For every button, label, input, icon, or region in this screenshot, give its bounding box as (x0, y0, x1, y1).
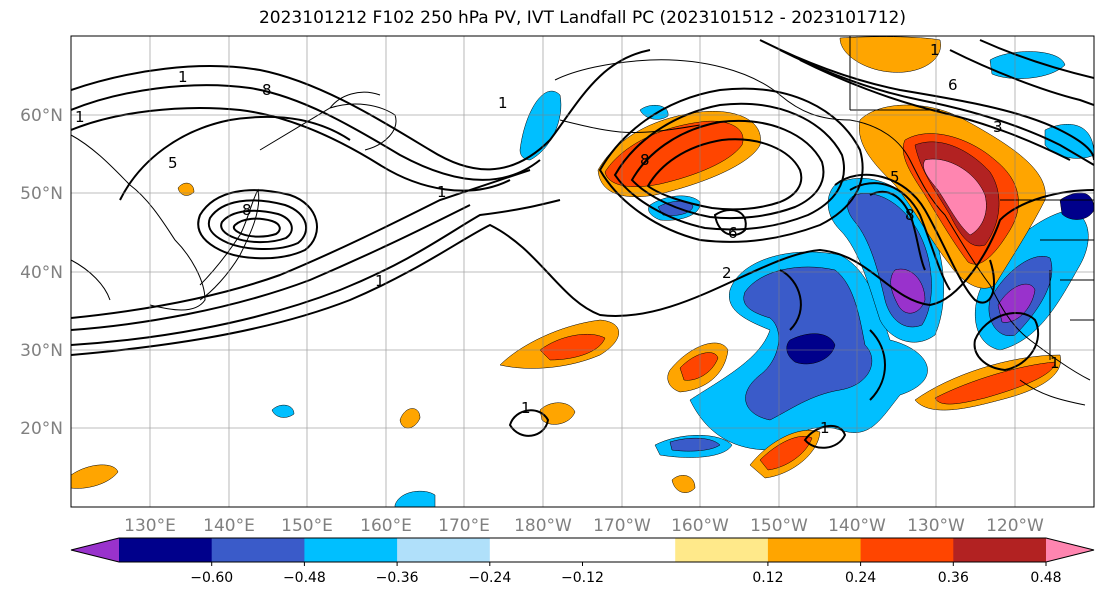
contour-north-pacific (71, 49, 651, 171)
border-us-canada (849, 36, 1094, 201)
negative-anomaly-bering (519, 90, 562, 161)
lat-label: 60°N (20, 106, 63, 126)
coastline-kamchatka (259, 91, 397, 151)
colorbar-segment (860, 538, 954, 562)
contour-label: 1 (498, 94, 508, 112)
contour-gulf-trough (598, 87, 864, 243)
map-area: 1 1 1 1 1 1 1 1 1 2 3 5 5 6 6 8 8 8 8 (71, 36, 1094, 507)
negative-anomaly-ne (1059, 192, 1094, 220)
map-frame (70, 35, 1095, 508)
lat-label: 50°N (20, 184, 63, 204)
contour-label: 6 (728, 224, 738, 242)
contour-small-2 (803, 425, 847, 449)
contour-outer (71, 189, 1094, 356)
negative-anomaly-small4 (639, 104, 669, 120)
contour-label: 5 (890, 168, 900, 186)
colorbar-extend-max (1046, 538, 1094, 562)
coastline-mexico (1019, 379, 1086, 406)
lon-label: 170°E (438, 516, 490, 536)
colorbar-tick-label: −0.12 (561, 570, 604, 586)
contour-label: 1 (1050, 354, 1060, 372)
lon-label: 170°W (593, 516, 651, 536)
contour-label: 1 (521, 399, 531, 417)
coastline-aleutians (559, 119, 701, 133)
colorbar-segment (582, 538, 676, 562)
colorbar-tick-label: −0.60 (190, 570, 233, 586)
positive-anomaly-sub6 (399, 408, 421, 429)
colorbar-tick-label: −0.36 (376, 570, 419, 586)
negative-anomaly-small2 (394, 490, 436, 507)
colorbar-segment (489, 538, 583, 562)
contour-label: 8 (242, 201, 252, 219)
colorbar-tick-label: 0.48 (1030, 570, 1061, 586)
negative-anomaly-north (989, 51, 1066, 79)
colorbar-tick-label: −0.24 (468, 570, 511, 586)
contour-label: 5 (168, 154, 178, 172)
contour-labels: 1 1 1 1 1 1 1 1 1 2 3 5 5 6 6 8 8 8 8 (75, 41, 1060, 437)
contour-cutoff-low (973, 311, 1040, 372)
positive-anomaly-top (839, 36, 941, 73)
lon-label: 160°E (360, 516, 412, 536)
colorbar-tick-label: 0.24 (845, 570, 876, 586)
contour-label: 1 (820, 419, 830, 437)
negative-anomaly-small3 (271, 404, 295, 418)
longitude-labels: 130°E 140°E 150°E 160°E 170°E 180°W 170°… (124, 516, 1044, 536)
lon-label: 120°W (986, 516, 1044, 536)
lon-label: 180°W (514, 516, 572, 536)
colorbar-segment (675, 538, 769, 562)
positive-anomaly-sub7 (671, 475, 696, 493)
lat-label: 30°N (20, 341, 63, 361)
lat-label: 40°N (20, 263, 63, 283)
colorbar: −0.60 −0.48 −0.36 −0.24 −0.12 0.12 0.24 0.36 0.4… (70, 537, 1095, 586)
contour-label: 6 (948, 76, 958, 94)
colorbar-segment (304, 538, 398, 562)
lon-label: 160°W (671, 516, 729, 536)
colorbar-segment (119, 538, 213, 562)
lon-label: 150°E (281, 516, 333, 536)
coastline-asia (71, 134, 206, 311)
contour-small-1 (508, 409, 550, 437)
lat-label: 20°N (20, 419, 63, 439)
contour-label: 8 (640, 151, 650, 169)
contour-label: 1 (437, 183, 447, 201)
gridlines (71, 36, 1094, 507)
colorbar-tick-label: 0.12 (752, 570, 783, 586)
coastline-alaska (554, 59, 1091, 381)
contour-label: 2 (722, 264, 732, 282)
lon-label: 140°E (203, 516, 255, 536)
contour-trough-coast (834, 173, 995, 304)
colorbar-segment (397, 538, 491, 562)
colorbar-segment (767, 538, 862, 562)
lon-label: 140°W (828, 516, 886, 536)
contour-label: 1 (178, 68, 188, 86)
colorbar-extend-min (71, 538, 119, 562)
contour-label: 1 (930, 41, 940, 59)
latitude-labels: 60°N 50°N 40°N 30°N 20°N (20, 106, 63, 439)
colorbar-tick-label: 0.36 (938, 570, 969, 586)
colorbar-segment (211, 538, 305, 562)
contour-label: 3 (993, 118, 1003, 136)
lon-label: 130°E (124, 516, 176, 536)
colorbar-tick-label: −0.48 (283, 570, 326, 586)
contour-label: 1 (375, 272, 385, 290)
lon-label: 150°W (750, 516, 808, 536)
contour-label: 8 (905, 206, 915, 224)
contour-ridge-bc (759, 39, 1094, 161)
lon-label: 130°W (907, 516, 965, 536)
chart-title: 2023101212 F102 250 hPa PV, IVT Landfall… (258, 8, 906, 28)
pv-contours (71, 39, 1094, 449)
contour-label: 8 (262, 81, 272, 99)
border-states (1040, 239, 1094, 360)
contour-label: 1 (75, 108, 85, 126)
positive-anomaly-sub8 (71, 464, 119, 489)
colorbar-outline (70, 537, 1095, 563)
contour-japan-low (197, 189, 318, 260)
colorbar-segment (953, 538, 1047, 562)
